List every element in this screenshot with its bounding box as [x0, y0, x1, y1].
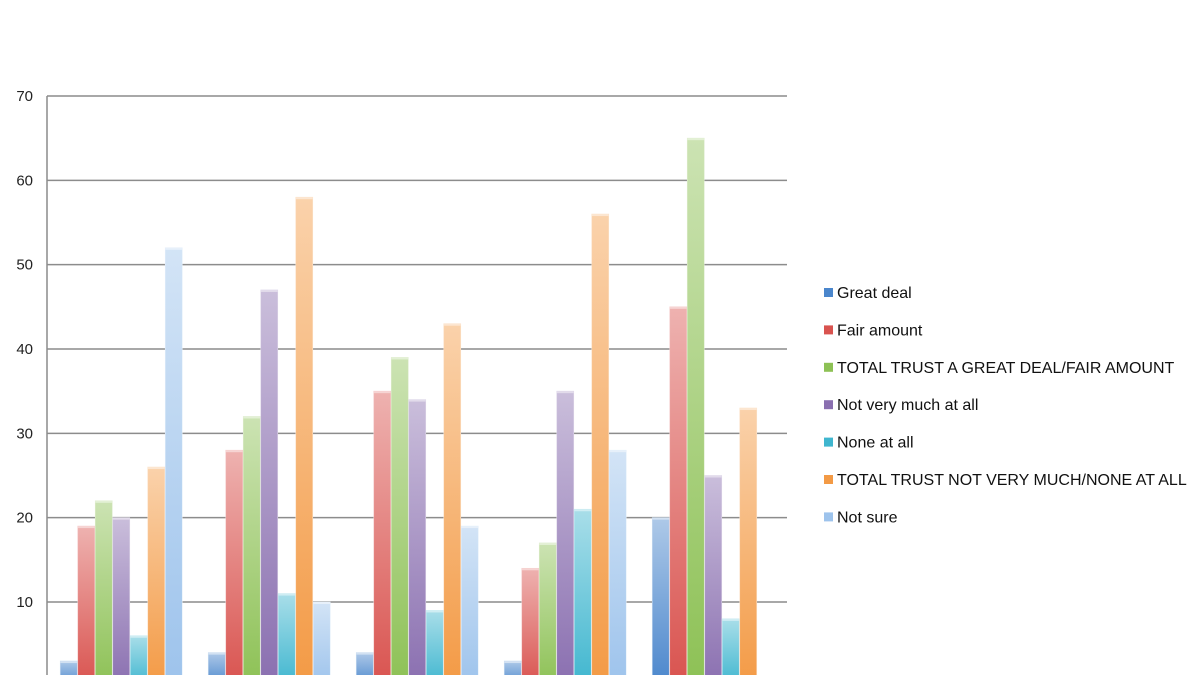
bar-cap	[295, 197, 313, 200]
bar-cap	[77, 526, 95, 529]
bar-not-very-much-at-all	[112, 517, 131, 680]
legend-label: TOTAL TRUST A GREAT DEAL/FAIR AMOUNT	[837, 360, 1174, 377]
bar-cap	[574, 509, 592, 512]
bar-fair-amount	[225, 449, 244, 680]
bar-cap	[669, 306, 687, 309]
legend-label: TOTAL TRUST NOT VERY MUCH/NONE AT ALL	[837, 472, 1187, 489]
bar-great-deal	[651, 517, 670, 680]
y-tick-label: 40	[16, 341, 33, 358]
bar-total-trust-not-very-much-none-at-all	[443, 323, 462, 680]
y-tick-label: 10	[16, 594, 33, 611]
bar-not-sure	[164, 247, 183, 680]
bar-none-at-all	[721, 618, 740, 680]
y-tick-label: 30	[16, 425, 33, 442]
bar-total-trust-not-very-much-none-at-all	[591, 213, 610, 680]
bar-not-sure	[460, 525, 479, 680]
bar-cap	[130, 635, 148, 638]
bar-fair-amount	[373, 390, 392, 680]
bar-total-trust-not-very-much-none-at-all	[295, 196, 314, 680]
bar-cap	[722, 618, 740, 621]
bar-cap	[208, 652, 226, 655]
bar-cap	[60, 661, 78, 664]
bar-fair-amount	[669, 306, 688, 680]
bar-cap	[443, 323, 461, 326]
bar-total-trust-a-great-deal-fair-amount	[242, 416, 261, 680]
legend-swatch	[824, 325, 833, 335]
bar-not-very-much-at-all	[556, 390, 575, 680]
bar-cap	[408, 399, 426, 402]
bar-cap	[504, 661, 522, 664]
bar-cap	[591, 214, 609, 217]
legend-swatch	[824, 512, 833, 522]
bar-total-trust-a-great-deal-fair-amount	[686, 137, 705, 680]
bar-cap	[225, 450, 243, 453]
bar-cap	[165, 247, 183, 250]
bar-not-sure	[608, 449, 627, 680]
bar-not-very-much-at-all	[408, 399, 427, 680]
legend-swatch	[824, 400, 833, 410]
bar-total-trust-a-great-deal-fair-amount	[94, 500, 113, 680]
bar-cap	[556, 391, 574, 394]
bar-not-very-much-at-all	[260, 289, 279, 680]
bar-none-at-all	[277, 593, 296, 680]
bar-total-trust-not-very-much-none-at-all	[147, 466, 166, 680]
legend-label: None at all	[837, 435, 914, 452]
legend: Great deal Fair amount TOTAL TRUST A GREAT…	[824, 285, 1187, 526]
bar-cap	[356, 652, 374, 655]
bar-cap	[652, 517, 670, 520]
bar-not-sure	[312, 601, 331, 680]
legend-label: Fair amount	[837, 322, 923, 339]
bar-cap	[313, 602, 331, 604]
bar-fair-amount	[77, 525, 96, 680]
bar-great-deal	[207, 652, 226, 680]
legend-label: Not very much at all	[837, 397, 978, 414]
bar-cap	[704, 475, 722, 478]
legend-swatch	[824, 437, 833, 447]
legend-label: Not sure	[837, 509, 898, 526]
bar-cap	[609, 450, 627, 453]
bar-cap	[278, 593, 296, 596]
bar-cap	[687, 138, 705, 141]
y-tick-label: 60	[16, 172, 33, 189]
y-tick-label: 20	[16, 510, 33, 527]
bar-cap	[426, 610, 444, 613]
bar-cap	[539, 542, 557, 545]
bar-not-very-much-at-all	[704, 475, 723, 680]
bar-great-deal	[59, 660, 78, 680]
y-tick-label: 50	[16, 257, 33, 274]
bar-cap	[461, 526, 479, 529]
bar-cap	[112, 517, 130, 520]
y-axis-ticks: 10 20 30 40 50 60 70	[16, 88, 33, 611]
bar-great-deal	[355, 652, 374, 680]
bar-cap	[373, 391, 391, 394]
bar-fair-amount	[521, 567, 540, 680]
bar-total-trust-not-very-much-none-at-all	[739, 407, 758, 680]
bar-cap	[243, 416, 261, 419]
bar-cap	[95, 500, 113, 503]
y-tick-label: 70	[16, 88, 33, 105]
bar-none-at-all	[573, 508, 592, 680]
bar-great-deal	[503, 660, 522, 680]
bar-cap	[739, 408, 757, 411]
bar-none-at-all	[425, 610, 444, 680]
bars	[59, 137, 775, 680]
legend-label: Great deal	[837, 285, 912, 302]
bar-cap	[391, 357, 409, 360]
legend-swatch	[824, 288, 833, 297]
bar-total-trust-a-great-deal-fair-amount	[390, 357, 409, 680]
bar-cap	[147, 467, 165, 470]
bar-total-trust-a-great-deal-fair-amount	[538, 542, 557, 680]
bar-none-at-all	[129, 635, 148, 680]
bar-cap	[260, 289, 278, 292]
bar-cap	[521, 568, 539, 571]
legend-swatch	[824, 362, 833, 372]
legend-swatch	[824, 475, 833, 484]
